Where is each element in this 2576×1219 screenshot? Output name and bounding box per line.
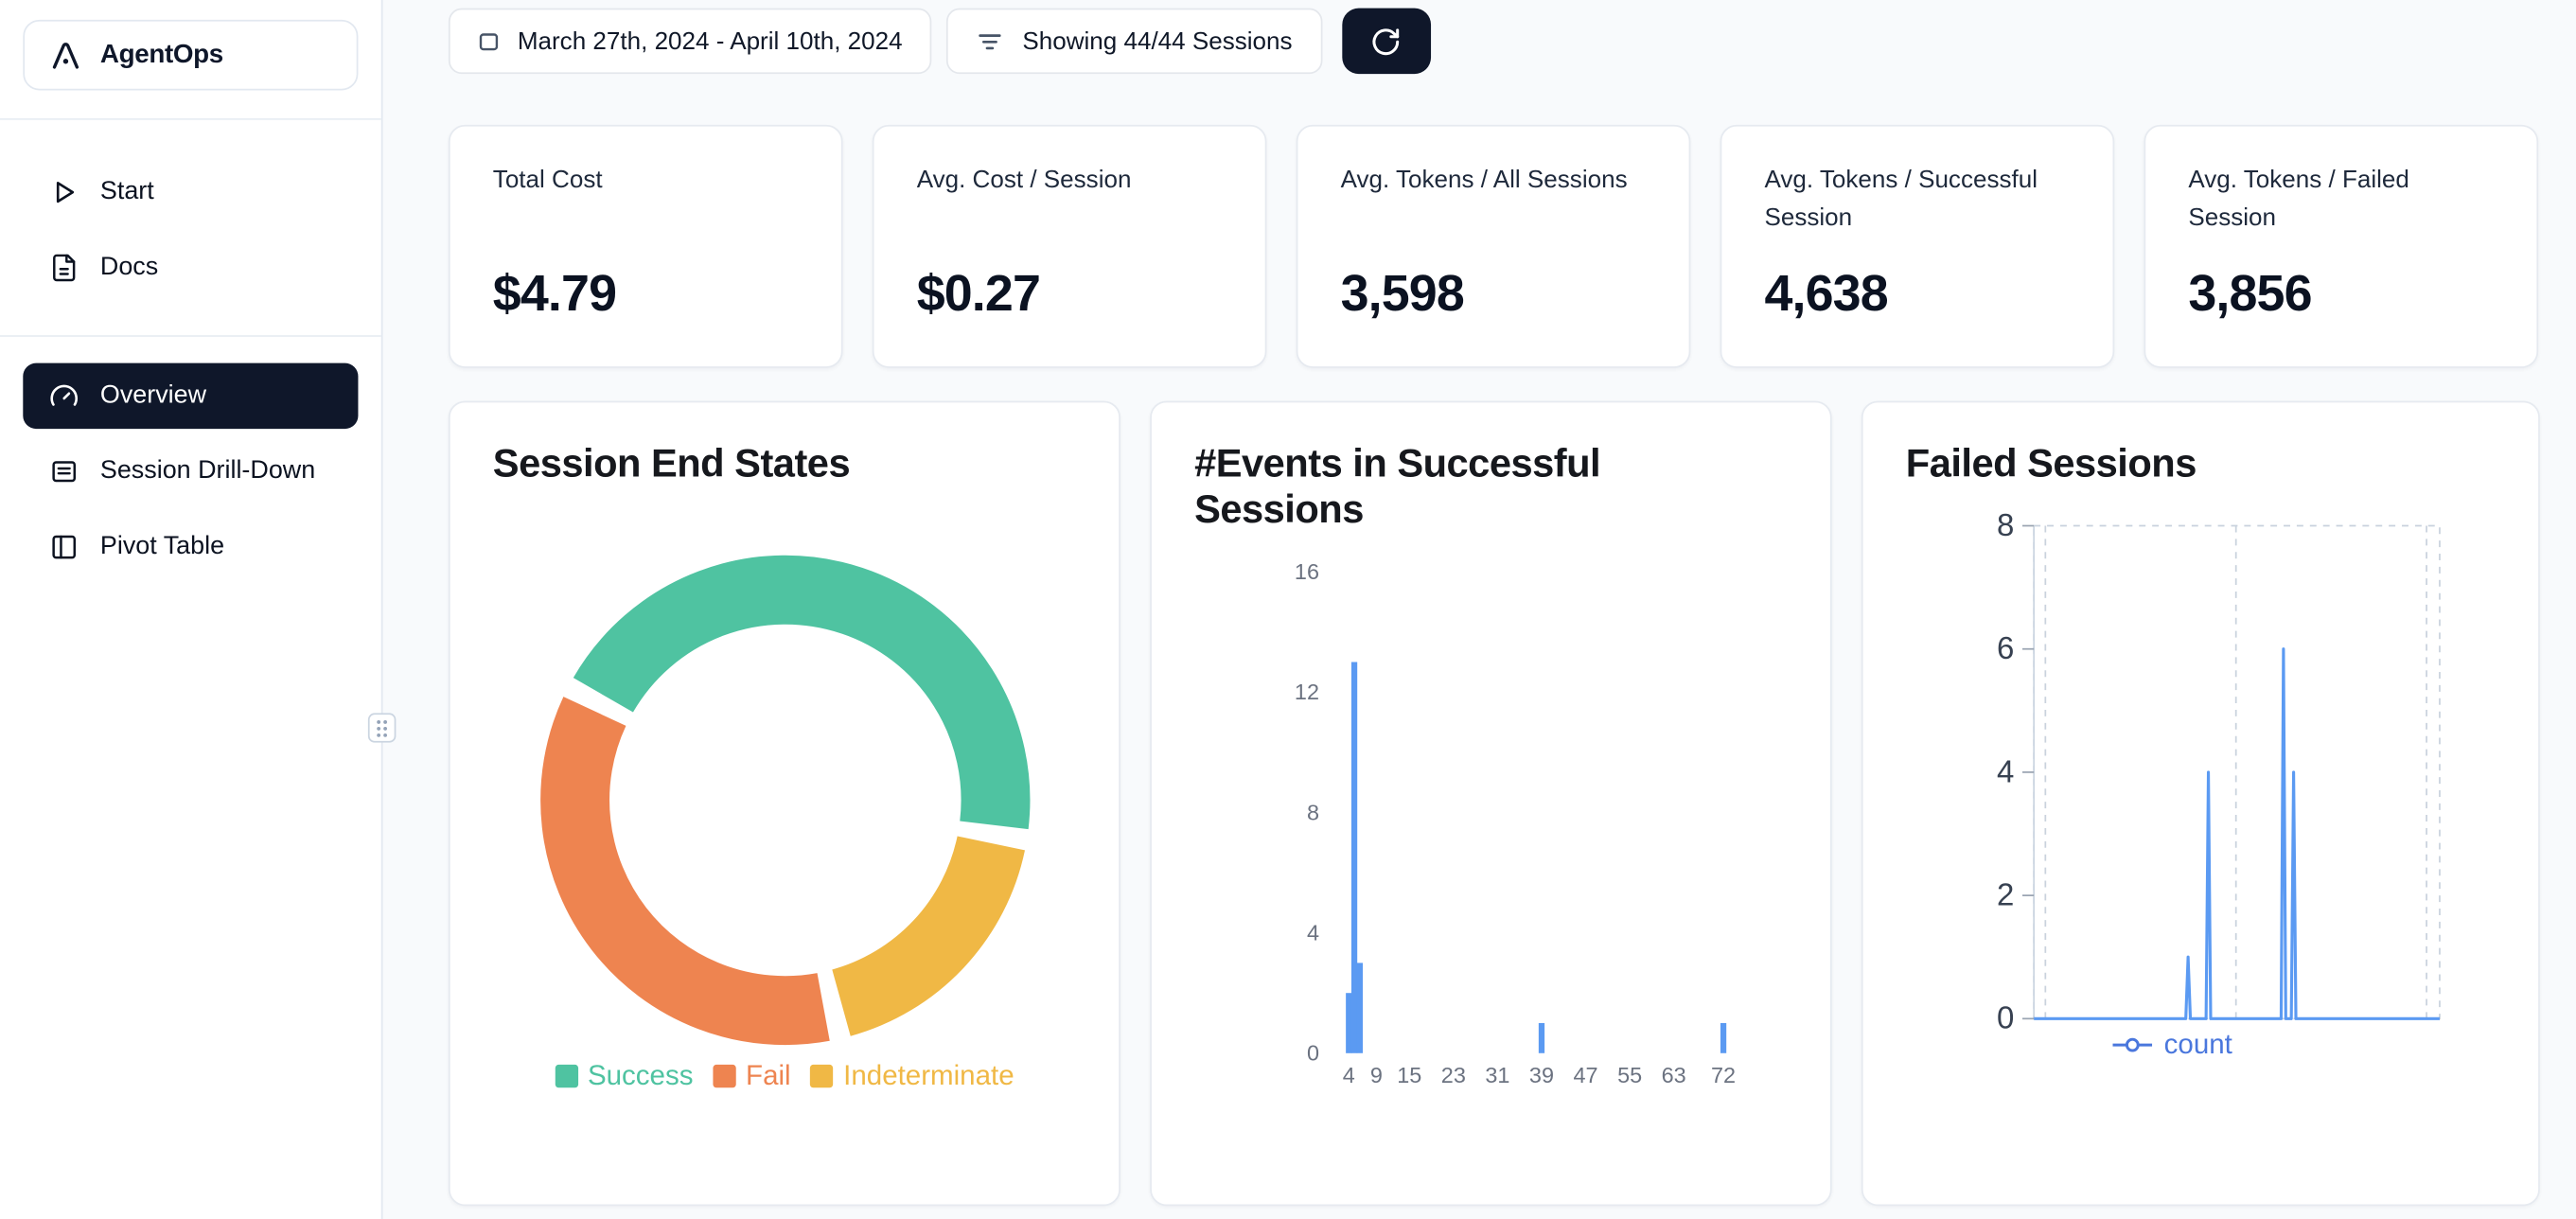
stat-card-total-cost: Total Cost $4.79 — [448, 124, 843, 368]
sidebar-item-label: Overview — [99, 380, 207, 410]
svg-text:31: 31 — [1485, 1063, 1509, 1087]
chart-card-session-end-states: Session End States Success Fail Indeterm… — [448, 400, 1120, 1207]
refresh-button[interactable] — [1341, 8, 1431, 75]
legend-item-success: Success — [555, 1060, 693, 1093]
svg-text:4: 4 — [1343, 1063, 1355, 1087]
stat-label: Total Cost — [492, 166, 603, 194]
sidebar: AgentOps Start Docs — [0, 0, 383, 1219]
sidebar-item-label: Session Drill-Down — [99, 456, 316, 486]
chart-title: Failed Sessions — [1905, 441, 2197, 486]
svg-text:72: 72 — [1711, 1063, 1736, 1087]
svg-text:39: 39 — [1529, 1063, 1554, 1087]
legend-item-indeterminate: Indeterminate — [810, 1059, 1015, 1093]
stat-label: Avg. Tokens / Successful Session — [1764, 166, 2038, 231]
date-range-button[interactable]: March 27th, 2024 - April 10th, 2024 — [448, 8, 932, 75]
legend-swatch — [555, 1064, 578, 1088]
date-range-label: March 27th, 2024 - April 10th, 2024 — [517, 26, 903, 56]
svg-text:63: 63 — [1662, 1063, 1686, 1087]
stat-value: 4,638 — [1764, 264, 1888, 323]
sidebar-item-label: Start — [99, 177, 154, 205]
svg-text:12: 12 — [1295, 680, 1319, 704]
play-icon — [49, 177, 79, 206]
legend-label: count — [2163, 1028, 2232, 1060]
toolbar: March 27th, 2024 - April 10th, 2024 Show… — [448, 8, 2540, 75]
svg-text:4: 4 — [1997, 753, 2014, 788]
svg-text:55: 55 — [1617, 1063, 1642, 1087]
refresh-icon — [1370, 26, 1402, 57]
chart-title: #Events in Successful Sessions — [1194, 441, 1601, 534]
svg-text:23: 23 — [1441, 1063, 1466, 1087]
legend-label: Indeterminate — [843, 1059, 1015, 1091]
stat-card-avg-cost-session: Avg. Cost / Session $0.27 — [872, 124, 1267, 368]
svg-text:8: 8 — [1997, 507, 2014, 542]
stat-label: Avg. Cost / Session — [916, 166, 1132, 194]
stat-card-avg-tokens-all: Avg. Tokens / All Sessions 3,598 — [1296, 124, 1691, 368]
agentops-logo-icon — [47, 37, 83, 73]
gauge-icon — [49, 381, 79, 411]
sidebar-item-label: Docs — [99, 253, 159, 281]
legend-label: Fail — [746, 1059, 791, 1091]
legend-label: Success — [587, 1059, 694, 1091]
sidebar-item-start[interactable]: Start — [23, 159, 358, 224]
sidebar-nav-group: Overview Session Drill-Down Pivot Table — [23, 337, 359, 580]
svg-text:8: 8 — [1307, 800, 1319, 824]
sessions-filter-label: Showing 44/44 Sessions — [1022, 26, 1293, 56]
sidebar-resize-handle[interactable] — [367, 713, 397, 743]
stat-value: 3,856 — [2188, 264, 2312, 323]
line-series-marker-icon — [2112, 1037, 2153, 1052]
sidebar-item-label: Pivot Table — [99, 532, 225, 560]
sidebar-item-docs[interactable]: Docs — [23, 235, 358, 300]
sidebar-primary-group: Start Docs — [23, 120, 358, 301]
stats-row: Total Cost $4.79 Avg. Cost / Session $0.… — [448, 124, 2540, 368]
svg-text:47: 47 — [1574, 1063, 1598, 1087]
svg-text:6: 6 — [1997, 630, 2014, 665]
stat-card-avg-tokens-successful: Avg. Tokens / Successful Session 4,638 — [1720, 124, 2115, 368]
legend-swatch — [810, 1064, 834, 1088]
sidebar-item-pivot-table[interactable]: Pivot Table — [23, 514, 358, 579]
sidebar-item-session-drill-down[interactable]: Session Drill-Down — [23, 439, 358, 504]
donut-legend: Success Fail Indeterminate — [450, 1060, 1120, 1093]
pivot-table-icon — [49, 532, 79, 561]
sidebar-divider — [0, 117, 381, 120]
svg-text:16: 16 — [1295, 559, 1319, 584]
charts-row: Session End States Success Fail Indeterm… — [448, 400, 2540, 1207]
app-name: AgentOps — [99, 40, 223, 69]
stat-label: Avg. Tokens / All Sessions — [1340, 166, 1628, 194]
svg-text:2: 2 — [1997, 877, 2014, 912]
legend-swatch — [713, 1064, 736, 1088]
stat-value: $0.27 — [916, 264, 1041, 323]
stat-label: Avg. Tokens / Failed Session — [2188, 166, 2409, 231]
stat-value: 3,598 — [1340, 264, 1465, 323]
stat-card-avg-tokens-failed: Avg. Tokens / Failed Session 3,856 — [2144, 124, 2539, 368]
file-text-icon — [49, 253, 79, 282]
svg-text:0: 0 — [1307, 1041, 1319, 1066]
chart-card-events-successful: #Events in Successful Sessions 0 4 8 12 16 4 9… — [1150, 400, 1832, 1207]
stat-value: $4.79 — [492, 264, 617, 323]
sidebar-item-overview[interactable]: Overview — [23, 362, 359, 430]
calendar-icon — [478, 30, 500, 52]
app-logo[interactable]: AgentOps — [23, 19, 359, 91]
svg-text:15: 15 — [1397, 1063, 1421, 1087]
session-list-icon — [49, 457, 79, 486]
chart-title: Session End States — [492, 441, 851, 486]
legend-item-fail: Fail — [713, 1059, 791, 1093]
filter-lines-icon — [977, 27, 1005, 56]
grip-dots-icon — [377, 719, 388, 736]
line-chart-legend: count — [1863, 1029, 2482, 1062]
sessions-filter-button[interactable]: Showing 44/44 Sessions — [946, 8, 1322, 75]
sidebar-divider — [0, 335, 381, 337]
svg-text:9: 9 — [1370, 1063, 1383, 1087]
svg-text:4: 4 — [1307, 920, 1319, 945]
main-content: March 27th, 2024 - April 10th, 2024 Show… — [448, 0, 2540, 1207]
